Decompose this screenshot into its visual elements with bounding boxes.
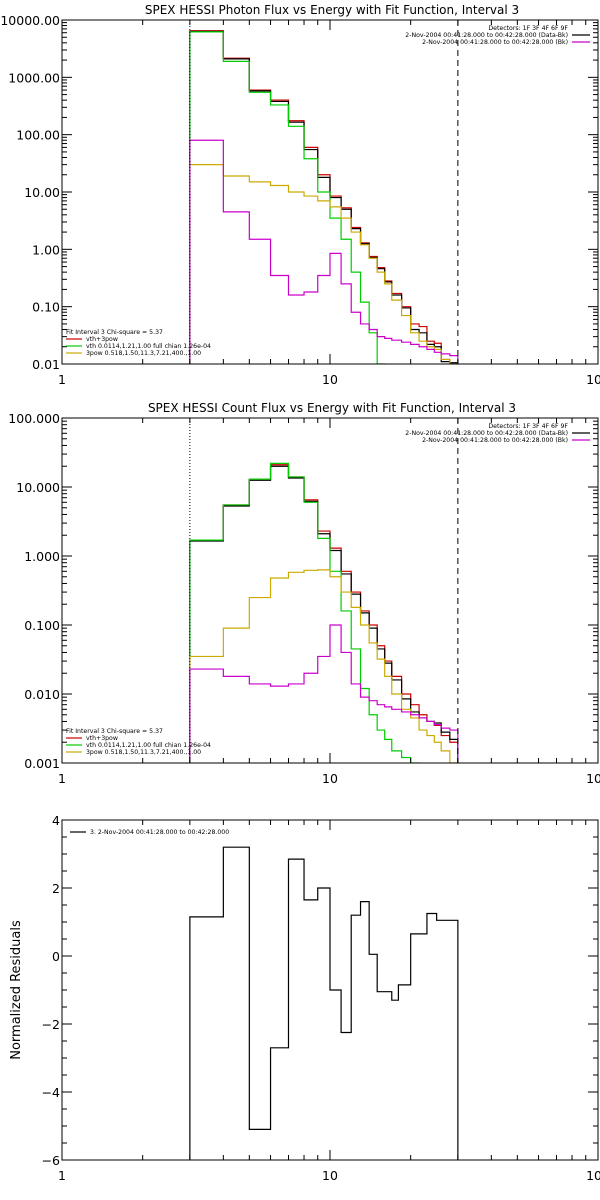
- residuals-y-axis-label: Normalized Residuals: [9, 920, 24, 1060]
- residuals-y-tick-label: −4: [42, 1085, 60, 1100]
- count-series-vth: [189, 462, 420, 763]
- count-flux-chart: SPEX HESSI Count Flux vs Energy with Fit…: [8, 401, 600, 786]
- residuals-series-residuals: [189, 846, 459, 1160]
- residuals-y-tick-label: 2: [52, 881, 60, 896]
- count-y-tick-label: 10.000: [16, 480, 60, 495]
- count-fit-legend: Fit Interval 3 Chi-square = 5.37 vth+3po…: [66, 728, 211, 756]
- photon-y-tick-label: 1000.00: [8, 70, 60, 85]
- count-series-bk: [189, 624, 459, 763]
- count-x-tick-label: 1: [58, 771, 66, 786]
- photon-x-tick-label: 100: [586, 372, 600, 387]
- photon-legend-bk: 2-Nov-2004 00:41:28.000 to 00:42:28.000 …: [422, 39, 568, 46]
- count-series-data-bk: [189, 465, 459, 763]
- photon-flux-chart: SPEX HESSI Photon Flux vs Energy with Fi…: [0, 3, 600, 387]
- residuals-annotation: 3. 2-Nov-2004 00:41:28.000 to 00:42:28.0…: [70, 829, 229, 836]
- count-plot-frame: [61, 417, 599, 764]
- photon-series-data-bk: [189, 30, 459, 364]
- count-fit-chisq: Fit Interval 3 Chi-square = 5.37: [66, 728, 163, 735]
- photon-x-tick-label: 1: [58, 372, 66, 387]
- photon-top-legend: Detectors: 1F 3F 4F 6F 9F 2-Nov-2004 00:…: [405, 25, 590, 46]
- count-x-tick-label: 10: [322, 771, 338, 786]
- count-chart-title: SPEX HESSI Count Flux vs Energy with Fit…: [148, 401, 516, 415]
- photon-y-tick-label: 0.01: [32, 357, 60, 372]
- count-y-tick-label: 0.100: [24, 618, 60, 633]
- residuals-y-tick-label: −2: [42, 1017, 60, 1032]
- residuals-annotation-text: 3. 2-Nov-2004 00:41:28.000 to 00:42:28.0…: [90, 829, 229, 836]
- count-x-tick-label: 100: [586, 771, 600, 786]
- photon-series-vth+3pow: [189, 30, 459, 364]
- count-y-tick-label: 1.000: [24, 549, 60, 564]
- count-y-tick-label: 0.001: [24, 756, 60, 771]
- photon-y-tick-label: 10.00: [24, 185, 60, 200]
- photon-series-bk: [189, 139, 459, 364]
- photon-chart-title: SPEX HESSI Photon Flux vs Energy with Fi…: [145, 3, 519, 17]
- count-legend-data-bk: 2-Nov-2004 00:41:28.000 to 00:42:28.000 …: [405, 430, 568, 437]
- count-fit-total-label: vth+3pow: [86, 735, 118, 742]
- photon-y-tick-label: 0.10: [32, 300, 60, 315]
- photon-y-tick-label: 10000.00: [0, 13, 60, 28]
- photon-y-tick-label: 1.00: [32, 242, 60, 257]
- count-top-legend: Detectors: 1F 3F 4F 6F 9F 2-Nov-2004 00:…: [405, 423, 590, 444]
- count-legend-bk: 2-Nov-2004 00:41:28.000 to 00:42:28.000 …: [422, 437, 568, 444]
- photon-fit-vth-label: vth 0.0114,1.21,1.00 full chian 1.26e-04: [86, 343, 211, 350]
- photon-series-3pow: [189, 164, 459, 364]
- photon-x-tick-label: 10: [322, 372, 338, 387]
- count-y-tick-label: 0.010: [24, 687, 60, 702]
- count-series-3pow: [189, 569, 459, 763]
- residuals-y-tick-label: 0: [52, 949, 60, 964]
- photon-fit-total-label: vth+3pow: [86, 336, 118, 343]
- photon-fit-3pow-label: 3pow 0.518,1.50,11.3,7.21,400.,1.00: [86, 350, 201, 357]
- residuals-x-tick-label: 100: [586, 1168, 600, 1183]
- count-fit-vth-label: vth 0.0114,1.21,1.00 full chian 1.26e-04: [86, 742, 211, 749]
- count-series-vth+3pow: [189, 464, 459, 763]
- count-fit-3pow-label: 3pow 0.518,1.50,11.3,7.21,400.,1.00: [86, 749, 201, 756]
- photon-fit-legend: Fit Interval 3 Chi-square = 5.37 vth+3po…: [66, 329, 211, 357]
- residuals-y-tick-label: 4: [52, 813, 60, 828]
- count-detectors-label: Detectors: 1F 3F 4F 6F 9F: [488, 423, 568, 430]
- photon-legend-data-bk: 2-Nov-2004 00:41:28.000 to 00:42:28.000 …: [405, 32, 568, 39]
- residuals-chart: 1 10 100 −6 −4 −2 0 2 4 Normalized Residuals 3. …: [9, 813, 600, 1183]
- residuals-x-tick-label: 1: [58, 1168, 66, 1183]
- photon-detectors-label: Detectors: 1F 3F 4F 6F 9F: [488, 25, 568, 32]
- count-y-tick-label: 100.000: [8, 411, 60, 426]
- residuals-x-tick-label: 10: [322, 1168, 338, 1183]
- photon-series-vth: [189, 31, 386, 364]
- residuals-y-tick-label: −6: [42, 1153, 60, 1168]
- photon-y-tick-label: 100.00: [16, 128, 60, 143]
- photon-fit-chisq: Fit Interval 3 Chi-square = 5.37: [66, 329, 163, 336]
